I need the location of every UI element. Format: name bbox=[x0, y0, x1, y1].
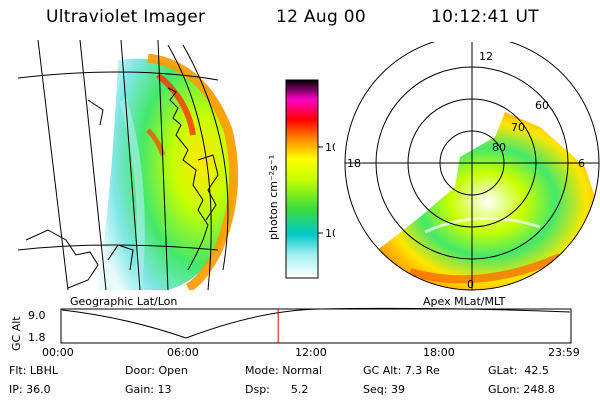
mlt-label-18: 18 bbox=[347, 157, 361, 170]
info-mode: Mode: Normal bbox=[245, 364, 322, 377]
apex-projection-label: Apex MLat/MLT bbox=[423, 295, 506, 308]
geographic-projection-label: Geographic Lat/Lon bbox=[70, 295, 178, 308]
timeline-xtick-2359: 23:59 bbox=[548, 346, 580, 359]
info-door: Door: Open bbox=[125, 364, 188, 377]
polar-plot-graphic: 12 18 6 0 80 70 60 bbox=[344, 35, 600, 291]
info-ip: IP: 36.0 bbox=[9, 383, 51, 396]
timeline-ytick-low: 1.8 bbox=[28, 331, 46, 344]
timeline-xtick-0600: 06:00 bbox=[167, 346, 199, 359]
image-time: 10:12:41 UT bbox=[431, 7, 539, 27]
mlat-label-80: 80 bbox=[492, 141, 506, 154]
timeline-xtick-1200: 12:00 bbox=[295, 346, 327, 359]
mlat-label-70: 70 bbox=[511, 121, 525, 134]
mlt-label-6: 6 bbox=[578, 157, 585, 170]
timeline-frame bbox=[60, 308, 572, 344]
colorbar-unit-label: photon cm⁻²s⁻¹ bbox=[267, 155, 280, 240]
info-glon: GLon: 248.8 bbox=[488, 383, 555, 396]
info-glat: GLat: 42.5 bbox=[488, 364, 549, 377]
info-seq: Seq: 39 bbox=[363, 383, 405, 396]
mlt-label-12: 12 bbox=[479, 50, 493, 63]
mlt-label-0: 0 bbox=[467, 278, 474, 291]
imager-title: Ultraviolet Imager bbox=[46, 7, 206, 27]
info-filter: Flt: LBHL bbox=[9, 364, 58, 377]
colorbar-graphic: 100 10 photon cm⁻²s⁻¹ bbox=[267, 79, 346, 279]
geographic-projection-image bbox=[18, 40, 270, 290]
intensity-colorbar: 100 10 photon cm⁻²s⁻¹ bbox=[255, 75, 346, 285]
polar-mlat-mlt-plot: 12 18 6 0 80 70 60 bbox=[330, 35, 600, 294]
altitude-curve bbox=[61, 307, 571, 339]
image-date: 12 Aug 00 bbox=[276, 7, 366, 27]
timeline-xtick-1800: 18:00 bbox=[423, 346, 455, 359]
info-dsp: Dsp: 5.2 bbox=[245, 383, 309, 396]
info-gc-alt: GC Alt: 7.3 Re bbox=[363, 364, 440, 377]
timeline-xtick-0000: 00:00 bbox=[42, 346, 74, 359]
orbit-altitude-timeline: GC Alt 9.0 1.8 bbox=[10, 307, 572, 351]
timeline-axis-label: GC Alt bbox=[10, 316, 23, 351]
timeline-ytick-high: 9.0 bbox=[28, 309, 46, 322]
info-gain: Gain: 13 bbox=[125, 383, 172, 396]
geographic-map bbox=[18, 40, 239, 290]
mlat-label-60: 60 bbox=[535, 99, 549, 112]
